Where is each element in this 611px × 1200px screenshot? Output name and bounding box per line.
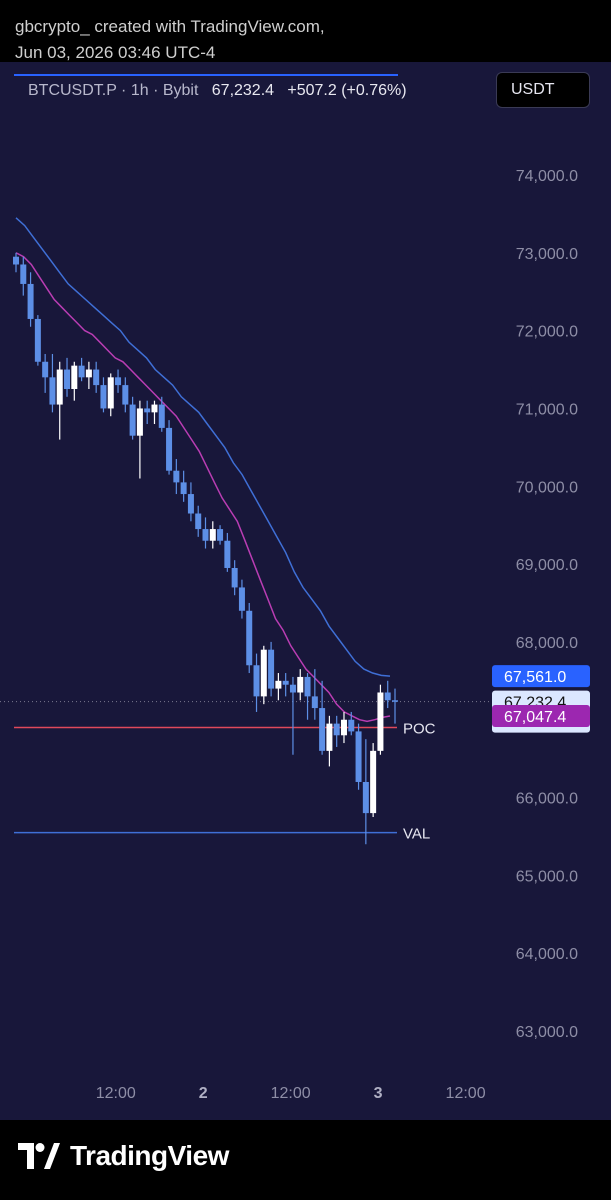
candle-body bbox=[282, 680, 289, 685]
tradingview-logo: TradingView bbox=[18, 1136, 229, 1176]
x-tick-label: 2 bbox=[199, 1085, 208, 1102]
candle-body bbox=[136, 408, 143, 436]
header-underline bbox=[14, 74, 398, 76]
candle-body bbox=[362, 781, 369, 814]
currency-button[interactable]: USDT bbox=[496, 72, 590, 108]
candle-body bbox=[289, 684, 296, 693]
candle-body bbox=[122, 385, 129, 405]
candle-body bbox=[326, 723, 333, 751]
candle-body bbox=[151, 404, 158, 413]
candle-body bbox=[85, 369, 92, 378]
candle-body bbox=[34, 318, 41, 362]
caption-author: gbcrypto_ created with TradingView.com, bbox=[15, 17, 325, 36]
candle-body bbox=[348, 719, 355, 732]
level-label-val: VAL bbox=[403, 826, 430, 843]
candle-body bbox=[107, 377, 114, 409]
caption-timestamp: Jun 03, 2026 03:46 UTC-4 bbox=[15, 43, 216, 62]
candle-body bbox=[238, 587, 245, 611]
candle-body bbox=[260, 649, 267, 697]
candle-body bbox=[217, 529, 224, 541]
candle-body bbox=[78, 365, 85, 378]
candle-body bbox=[246, 610, 253, 666]
x-tick-label: 12:00 bbox=[271, 1085, 311, 1102]
candle-body bbox=[202, 529, 209, 541]
y-tick-label: 69,000.0 bbox=[516, 557, 578, 574]
candle-body bbox=[311, 696, 318, 709]
candle-body bbox=[224, 540, 231, 568]
chart-caption: gbcrypto_ created with TradingView.com, … bbox=[15, 14, 325, 66]
x-tick-label: 12:00 bbox=[96, 1085, 136, 1102]
candle-body bbox=[340, 719, 347, 736]
y-tick-label: 71,000.0 bbox=[516, 401, 578, 418]
candle-body bbox=[173, 470, 180, 483]
candle-body bbox=[370, 750, 377, 814]
candle-body bbox=[56, 369, 63, 405]
candle-body bbox=[93, 369, 100, 386]
candle-body bbox=[209, 529, 216, 541]
candle-body bbox=[297, 676, 304, 693]
x-tick-label: 3 bbox=[374, 1085, 383, 1102]
candle-body bbox=[129, 404, 136, 436]
candle-body bbox=[384, 692, 391, 701]
price-change: +507.2 (+0.76%) bbox=[287, 82, 407, 99]
candle-body bbox=[49, 377, 56, 405]
y-tick-label: 66,000.0 bbox=[516, 791, 578, 808]
candle-body bbox=[27, 283, 34, 319]
price-label-badge bbox=[492, 705, 590, 728]
candle-body bbox=[377, 692, 384, 751]
candle-body bbox=[275, 680, 282, 689]
candle-body bbox=[20, 264, 27, 284]
price-label-badge bbox=[492, 665, 590, 688]
y-tick-label: 68,000.0 bbox=[516, 635, 578, 652]
y-tick-label: 72,000.0 bbox=[516, 324, 578, 341]
y-tick-label: 65,000.0 bbox=[516, 868, 578, 885]
candle-body bbox=[319, 708, 326, 751]
y-tick-label: 70,000.0 bbox=[516, 479, 578, 496]
level-label-poc: POC bbox=[403, 721, 436, 738]
y-tick-label: 64,000.0 bbox=[516, 946, 578, 963]
candle-body bbox=[13, 256, 19, 265]
candle-body bbox=[268, 649, 275, 689]
tradingview-logo-icon bbox=[18, 1143, 60, 1169]
candle-body bbox=[166, 427, 173, 471]
candle-body bbox=[231, 567, 238, 588]
candle-body bbox=[42, 361, 49, 378]
y-tick-label: 73,000.0 bbox=[516, 246, 578, 263]
interval-label[interactable]: 1h bbox=[130, 82, 149, 99]
candle-body bbox=[253, 665, 260, 697]
last-price: 67,232.4 bbox=[211, 82, 275, 99]
candle-body bbox=[392, 700, 398, 702]
ema-slow-line bbox=[15, 217, 391, 677]
ema-fast-line bbox=[15, 252, 391, 723]
price-label-value: 67,047.4 bbox=[504, 709, 566, 726]
candle-body bbox=[195, 513, 202, 530]
symbol-name[interactable]: BTCUSDT.P bbox=[28, 82, 117, 99]
symbol-info-line: BTCUSDT.P · 1h · Bybit 67,232.4 +507.2 (… bbox=[28, 82, 407, 99]
candle-body bbox=[158, 404, 165, 428]
candle-body bbox=[355, 731, 362, 782]
candle-body bbox=[187, 494, 194, 514]
candle-body bbox=[64, 369, 71, 389]
candle-body bbox=[333, 723, 340, 736]
candle-body bbox=[100, 385, 107, 409]
price-label-value: 67,561.0 bbox=[504, 669, 566, 686]
candle-body bbox=[144, 408, 151, 413]
candle-body bbox=[115, 377, 122, 386]
exchange-label: Bybit bbox=[162, 82, 199, 99]
candle-body bbox=[180, 482, 187, 495]
y-tick-label: 74,000.0 bbox=[516, 168, 578, 185]
y-tick-label: 63,000.0 bbox=[516, 1024, 578, 1041]
x-tick-label: 12:00 bbox=[446, 1085, 486, 1102]
tradingview-wordmark: TradingView bbox=[70, 1140, 229, 1171]
candle-body bbox=[304, 676, 311, 697]
candle-body bbox=[71, 365, 78, 389]
